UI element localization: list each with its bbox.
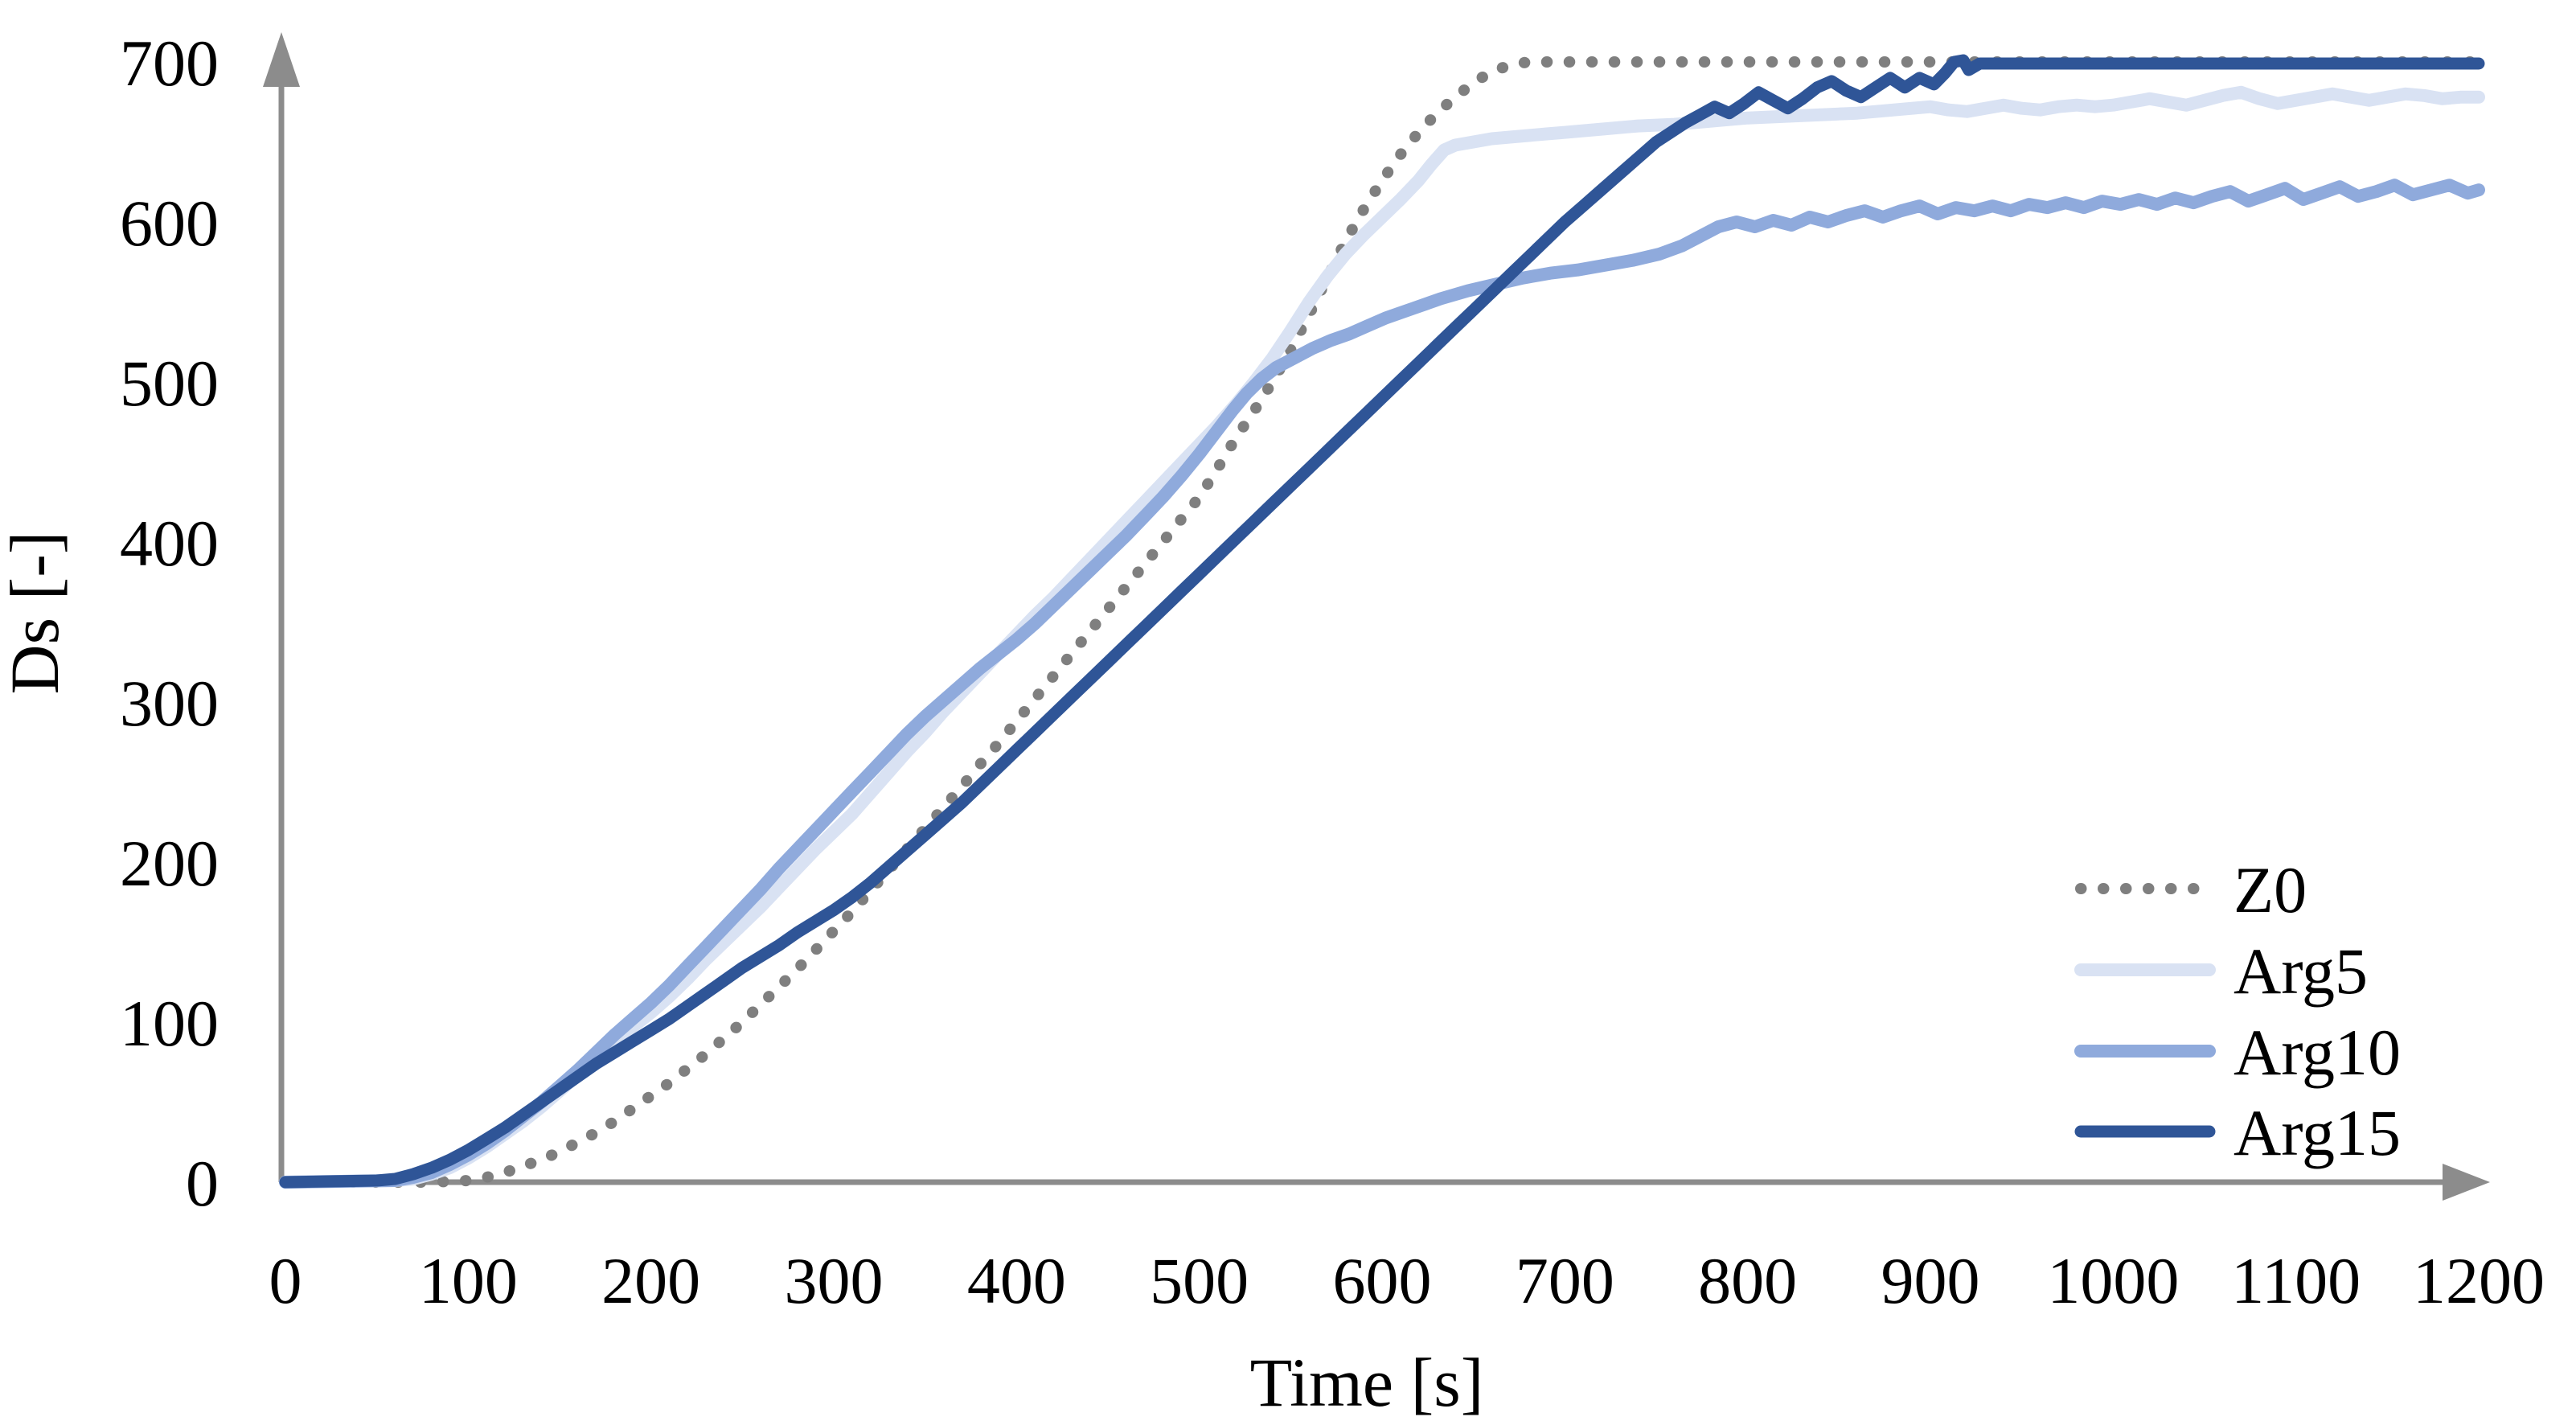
y-tick-label: 400 (120, 507, 219, 580)
y-axis-arrowhead-icon (263, 32, 300, 87)
y-tick-label: 500 (120, 347, 219, 420)
ticks-layer: 0 100 200 300 400 500 600 700 800 900 1000 1100 1200… (120, 27, 2545, 1317)
y-tick-label: 700 (120, 27, 219, 100)
x-tick-label: 1000 (2047, 1244, 2179, 1317)
x-tick-label: 200 (601, 1244, 700, 1317)
y-tick-label: 0 (186, 1147, 219, 1220)
y-axis-title: Ds [-] (0, 532, 73, 695)
series-arg5-line (279, 85, 2485, 1189)
x-tick-label: 100 (419, 1244, 518, 1317)
legend-label-arg10: Arg10 (2233, 1016, 2401, 1089)
x-axis-arrowhead-icon (2443, 1164, 2490, 1201)
x-tick-label: 600 (1333, 1244, 1432, 1317)
x-tick-label: 300 (785, 1244, 884, 1317)
x-tick-label: 800 (1698, 1244, 1797, 1317)
x-axis-title: Time [s] (1250, 1344, 1484, 1421)
y-tick-label: 200 (120, 827, 219, 900)
legend-label-arg5: Arg5 (2233, 934, 2368, 1008)
x-tick-label: 700 (1516, 1244, 1614, 1317)
legend-item-arg5: Arg5 (2074, 934, 2368, 1008)
x-tick-label: 900 (1881, 1244, 1980, 1317)
legend-item-arg10: Arg10 (2074, 1016, 2401, 1089)
y-tick-label: 600 (120, 187, 219, 260)
series-z0-line (280, 56, 2484, 1188)
legend-item-z0: Z0 (2075, 853, 2307, 926)
legend-label-arg15: Arg15 (2233, 1096, 2401, 1169)
legend-item-arg15: Arg15 (2074, 1096, 2401, 1169)
series-layer (279, 54, 2485, 1189)
x-tick-label: 1100 (2231, 1244, 2361, 1317)
legend-label-z0: Z0 (2233, 853, 2307, 926)
x-tick-label: 500 (1150, 1244, 1249, 1317)
y-tick-label: 300 (120, 667, 219, 740)
x-tick-label: 400 (967, 1244, 1066, 1317)
series-arg10-line (279, 179, 2485, 1189)
y-tick-label: 100 (120, 987, 219, 1060)
x-tick-label: 0 (269, 1244, 302, 1317)
series-arg15-line (279, 54, 2485, 1189)
axes-layer (263, 32, 2490, 1201)
x-tick-label: 1200 (2413, 1244, 2545, 1317)
